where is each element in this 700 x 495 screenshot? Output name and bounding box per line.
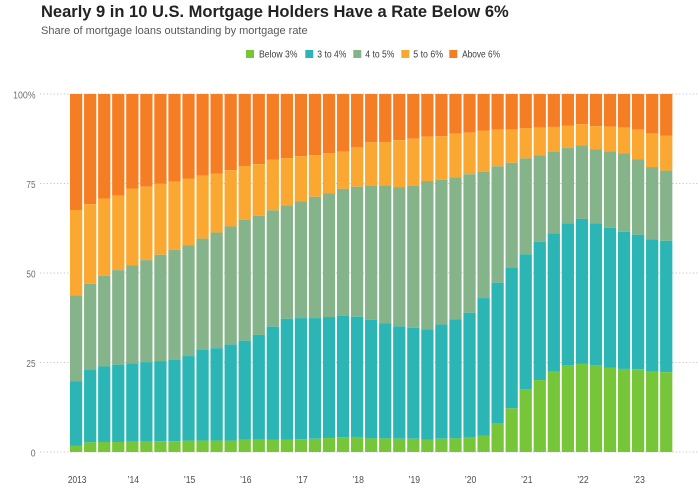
svg-text:’16: ’16 (240, 475, 252, 486)
svg-text:’21: ’21 (521, 475, 533, 486)
svg-text:’17: ’17 (296, 475, 308, 486)
svg-text:’19: ’19 (409, 475, 421, 486)
svg-text:75: 75 (26, 180, 35, 191)
svg-text:5 to 6%: 5 to 6% (413, 50, 443, 61)
svg-text:3 to 4%: 3 to 4% (317, 50, 346, 61)
svg-text:50: 50 (26, 270, 35, 281)
svg-text:’23: ’23 (633, 475, 645, 486)
svg-text:’15: ’15 (184, 475, 196, 486)
svg-text:0: 0 (31, 449, 36, 460)
svg-text:’20: ’20 (465, 475, 477, 486)
svg-text:2013: 2013 (68, 475, 87, 486)
svg-text:Below 3%: Below 3% (259, 50, 298, 61)
svg-text:25: 25 (26, 359, 35, 370)
svg-text:’22: ’22 (577, 475, 589, 486)
svg-text:4 to 5%: 4 to 5% (365, 50, 394, 61)
svg-text:’14: ’14 (128, 475, 140, 486)
svg-text:100%: 100% (13, 91, 35, 102)
svg-text:Above 6%: Above 6% (462, 50, 500, 61)
svg-text:’18: ’18 (352, 475, 364, 486)
